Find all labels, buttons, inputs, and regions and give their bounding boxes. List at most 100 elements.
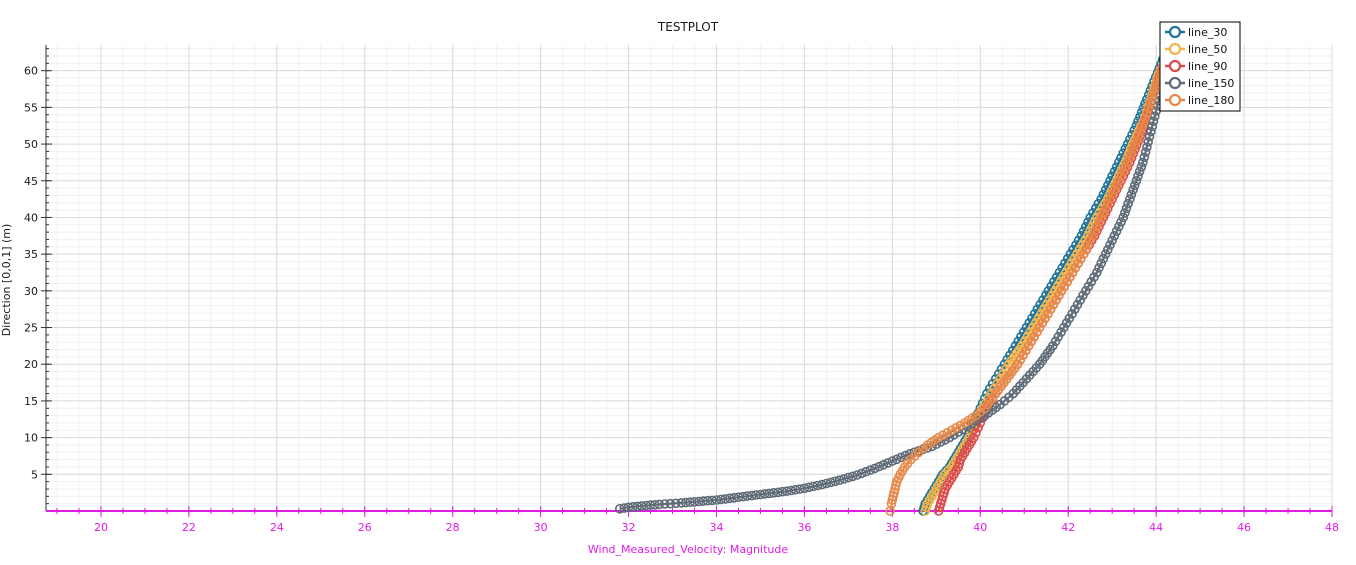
data-point bbox=[1134, 166, 1145, 177]
data-point bbox=[632, 501, 643, 512]
data-point bbox=[817, 479, 827, 490]
data-point bbox=[803, 482, 814, 493]
data-point bbox=[1136, 162, 1147, 172]
data-point bbox=[1147, 121, 1157, 132]
x-tick-label: 26 bbox=[358, 521, 372, 534]
legend-marker bbox=[1168, 76, 1182, 90]
legend-label: line_180 bbox=[1188, 94, 1234, 107]
y-tick-label: 60 bbox=[24, 65, 38, 78]
x-tick-label: 36 bbox=[797, 521, 811, 534]
data-point bbox=[883, 458, 893, 468]
data-point bbox=[1125, 194, 1135, 204]
data-point bbox=[1120, 208, 1130, 218]
data-point bbox=[874, 461, 885, 472]
y-axis-ticks: 5 10 15 20 25 30 35 40 45 50 55 60 bbox=[24, 65, 38, 482]
y-tick-label: 20 bbox=[24, 358, 38, 371]
data-point bbox=[971, 427, 981, 438]
data-point bbox=[707, 495, 717, 506]
y-tick-label: 5 bbox=[31, 468, 38, 481]
data-point bbox=[1129, 140, 1140, 150]
data-point bbox=[1109, 231, 1120, 241]
data-point bbox=[746, 490, 757, 501]
data-point bbox=[812, 480, 823, 491]
data-point bbox=[738, 491, 748, 502]
y-axis-label: Direction [0,0,1] (m) bbox=[0, 224, 13, 337]
grid bbox=[46, 45, 1333, 511]
data-point bbox=[1103, 198, 1113, 209]
data-point bbox=[839, 474, 849, 484]
data-point bbox=[825, 477, 836, 488]
data-point bbox=[614, 503, 625, 514]
data-point bbox=[628, 501, 638, 512]
data-point bbox=[1111, 226, 1122, 236]
legend-marker bbox=[1168, 59, 1182, 73]
legend-marker bbox=[1168, 42, 1182, 56]
legend-item-line_180: line_180 bbox=[1165, 93, 1234, 107]
data-point bbox=[887, 456, 898, 466]
data-point bbox=[1118, 166, 1128, 177]
data-point bbox=[1083, 240, 1093, 250]
legend: line_30 line_50 line_90 line_150 line_180 bbox=[1159, 21, 1241, 112]
data-point bbox=[1126, 148, 1136, 159]
y-tick-label: 50 bbox=[24, 138, 38, 151]
data-point bbox=[1105, 240, 1115, 250]
legend-marker bbox=[1168, 93, 1182, 107]
x-tick-label: 20 bbox=[94, 521, 108, 534]
data-point bbox=[1140, 113, 1150, 124]
x-tick-label: 32 bbox=[622, 521, 636, 534]
x-axis-label: Wind_Measured_Velocity: Magnitude bbox=[588, 543, 788, 556]
legend-item-line_150: line_150 bbox=[1165, 76, 1234, 90]
legend-item-line_50: line_50 bbox=[1165, 42, 1227, 56]
data-point bbox=[751, 490, 761, 500]
data-point bbox=[641, 500, 651, 511]
data-point bbox=[1109, 185, 1120, 195]
data-point bbox=[623, 502, 634, 513]
data-point bbox=[1138, 118, 1149, 128]
x-tick-label: 24 bbox=[270, 521, 284, 534]
data-point bbox=[742, 491, 753, 501]
data-point bbox=[1116, 171, 1126, 181]
data-point bbox=[1143, 137, 1153, 147]
data-point bbox=[1128, 185, 1138, 195]
data-point bbox=[650, 499, 660, 510]
data-point bbox=[694, 496, 704, 507]
legend-marker bbox=[1168, 25, 1182, 39]
data-point bbox=[861, 466, 871, 477]
data-point bbox=[755, 489, 766, 500]
x-axis-ticks: 20 22 24 26 28 30 32 34 36 38 40 42 44 46 48 bbox=[94, 521, 1339, 534]
data-point bbox=[1124, 153, 1135, 163]
legend-label: line_150 bbox=[1188, 77, 1234, 90]
x-tick-label: 44 bbox=[1149, 521, 1163, 534]
data-point bbox=[869, 463, 880, 474]
data-point bbox=[1120, 162, 1131, 172]
data-point bbox=[1150, 111, 1160, 121]
x-tick-label: 48 bbox=[1325, 521, 1339, 534]
data-point bbox=[1081, 244, 1091, 255]
data-point bbox=[1140, 147, 1151, 157]
x-tick-label: 30 bbox=[534, 521, 548, 534]
data-point bbox=[729, 492, 739, 503]
data-point bbox=[799, 483, 810, 494]
data-point bbox=[1092, 221, 1102, 232]
data-point bbox=[905, 448, 915, 459]
data-point bbox=[1114, 221, 1124, 232]
data-point bbox=[777, 486, 788, 497]
y-tick-label: 45 bbox=[24, 175, 38, 188]
x-tick-label: 40 bbox=[973, 521, 987, 534]
data-point bbox=[1096, 258, 1106, 269]
data-point bbox=[795, 484, 805, 494]
series-layer bbox=[614, 47, 1175, 516]
data-point bbox=[1078, 249, 1089, 259]
data-point bbox=[1105, 194, 1115, 204]
data-point bbox=[1147, 93, 1157, 103]
data-point bbox=[773, 487, 783, 498]
data-point bbox=[1136, 122, 1147, 132]
data-point bbox=[733, 492, 744, 503]
data-point bbox=[1094, 217, 1104, 227]
axes bbox=[41, 45, 1333, 517]
data-point bbox=[1103, 244, 1113, 255]
data-point bbox=[1146, 126, 1156, 137]
y-tick-label: 25 bbox=[24, 322, 38, 335]
data-point bbox=[1150, 83, 1161, 94]
